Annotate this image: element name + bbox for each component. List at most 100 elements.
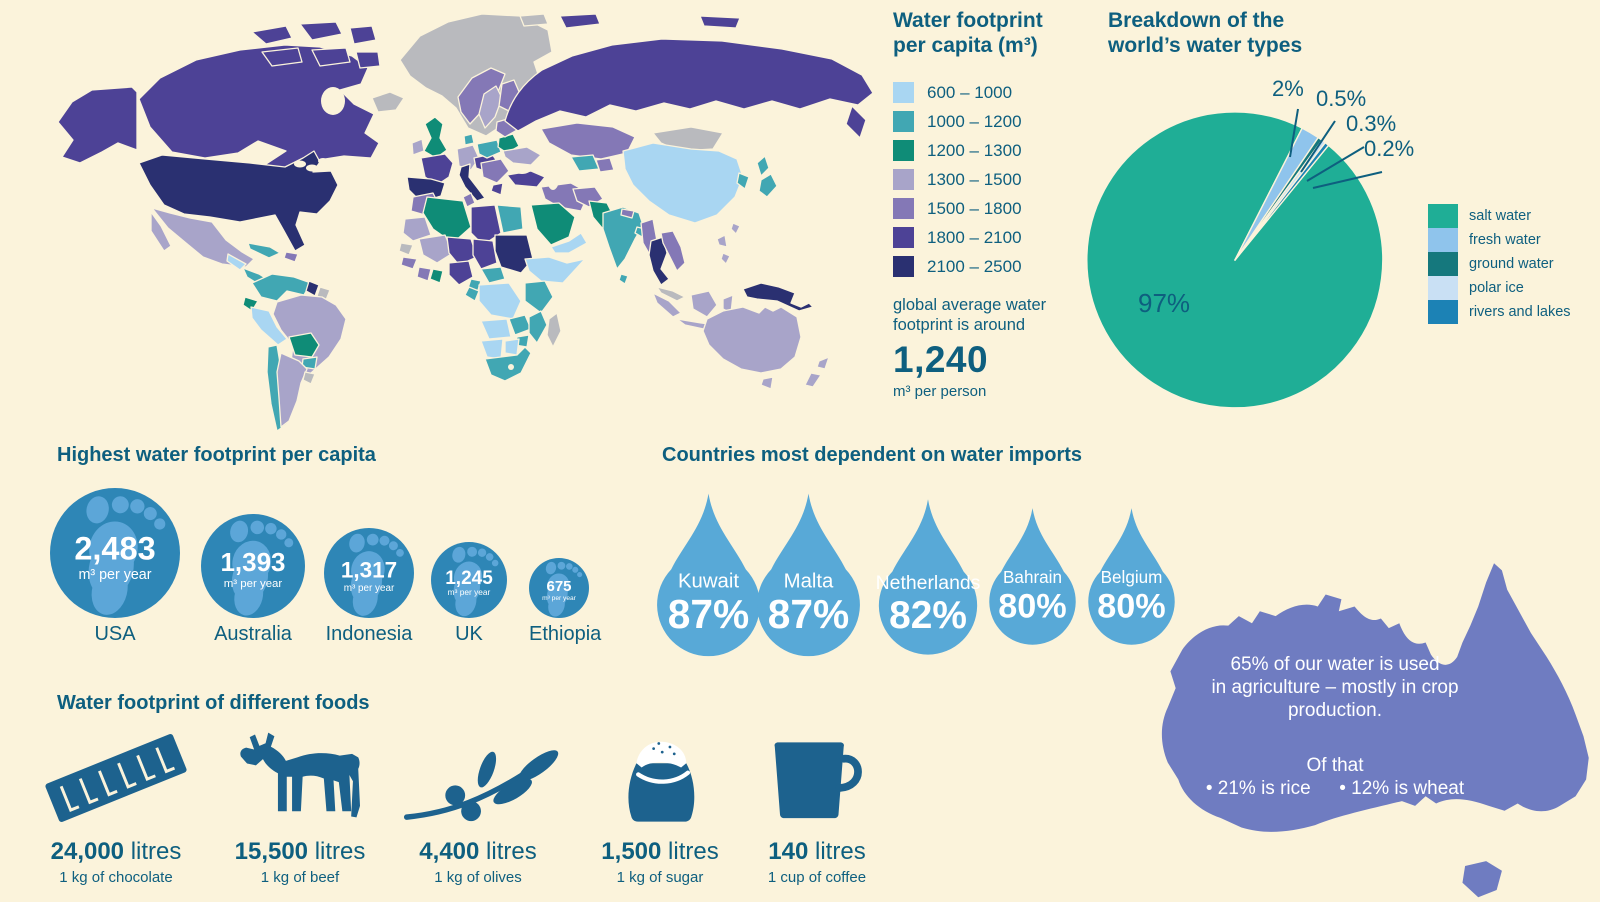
country-libya [470, 204, 502, 246]
country-philippines [720, 252, 731, 265]
country-arctic-island [299, 21, 343, 41]
legend-swatch [893, 198, 914, 219]
pie-callout-fresh-water: 2% [1272, 76, 1304, 101]
pie-legend-swatch [1428, 204, 1458, 228]
country-ukraine [502, 146, 542, 166]
country-vietnam [660, 230, 686, 272]
legend-range: 2100 – 2500 [927, 256, 1022, 276]
pie-callout-polar-ice: 0.3% [1346, 111, 1397, 136]
food-value: 24,000 litres [40, 838, 192, 866]
water-drop-icon: Belgium 80% [1088, 508, 1175, 645]
food-item-coffee: 140 litres 1 cup of coffee [742, 722, 892, 886]
food-amount: 15,500 [234, 838, 309, 865]
australia-note-main: 65% of our water is used in agriculture … [1211, 654, 1459, 721]
country-tunisia [462, 192, 476, 208]
legend-range: 600 – 1000 [927, 82, 1013, 102]
country-new-zealand [816, 356, 830, 370]
country-arctic-island [355, 51, 381, 69]
drop-percent: 87% [668, 591, 749, 637]
drop-item-kuwait: Kuwait 87% [652, 490, 765, 660]
pie-legend-row: rivers and lakes [1428, 300, 1571, 324]
food-amount: 4,400 [419, 838, 480, 865]
country-uruguay [302, 371, 316, 385]
country-sri-lanka [618, 273, 629, 285]
drop-country: Bahrain [1003, 568, 1062, 587]
country-ghana [429, 268, 444, 284]
footprint-country: USA [94, 623, 136, 645]
footprint-unit: m³ per year [344, 583, 395, 594]
country-horn-of-africa [524, 256, 586, 284]
country-arctic-island [311, 47, 351, 67]
pie-legend: salt water fresh water ground water pola… [1428, 204, 1571, 324]
country-peru [250, 306, 288, 346]
legend-swatch [893, 227, 914, 248]
legend-row: 600 – 1000 [893, 78, 1128, 107]
country-italy [458, 163, 486, 202]
footprint-unit: m³ per year [78, 567, 151, 583]
footprint-circle: 1,245 m³ per year [431, 542, 507, 618]
country-australia [702, 306, 802, 374]
country-tasmania [760, 376, 774, 390]
foods-section-title: Water footprint of different foods [57, 692, 370, 714]
country-algeria [422, 196, 472, 244]
global-average-value: 1,240 [893, 339, 989, 380]
footprint-value: 1,317 [341, 558, 397, 583]
country-central-african-republic [480, 266, 506, 284]
country-svalbard [519, 13, 549, 27]
food-label: 1 kg of beef [260, 869, 340, 886]
country-mozambique [528, 310, 548, 344]
food-unit: litres [130, 838, 182, 865]
country-canada [138, 44, 380, 174]
map-legend-title: Water footprint per capita (m³) [893, 9, 1043, 57]
country-philippines [716, 234, 728, 248]
country-kenya-tanzania [524, 280, 554, 314]
legend-range: 1300 – 1500 [927, 169, 1022, 189]
pie-legend-swatch [1428, 228, 1458, 252]
country-japan [756, 155, 770, 177]
inland-water [294, 87, 559, 370]
country-greece [490, 182, 504, 196]
pie-legend-swatch [1428, 252, 1458, 276]
footprint-value: 2,483 [74, 531, 155, 567]
water-drop-icon: Kuwait 87% [657, 493, 760, 657]
country-gabon [464, 286, 480, 302]
country-senegal [398, 242, 414, 256]
olive-branch-icon [398, 722, 558, 830]
country-sudan [494, 234, 534, 274]
country-arctic-island [261, 47, 303, 67]
country-balkans [480, 158, 510, 184]
drop-country: Belgium [1101, 568, 1163, 587]
footprint-item-indonesia: 1,317 m³ per year Indonesia [324, 528, 414, 646]
pie-legend-label: polar ice [1469, 280, 1524, 296]
country-uk [423, 116, 448, 159]
pie-legend-row: fresh water [1428, 228, 1571, 252]
footprint-country: Ethiopia [529, 623, 602, 645]
legend-row: 2100 – 2500 [893, 252, 1128, 281]
legend-row: 1000 – 1200 [893, 107, 1128, 136]
footprint-country: UK [455, 623, 483, 645]
food-value: 1,500 litres [585, 838, 735, 866]
country-ivory-coast [416, 266, 432, 282]
footprint-circle: 2,483 m³ per year [50, 488, 180, 618]
footprint-unit: m³ per year [542, 595, 577, 602]
country-sweden [478, 85, 503, 129]
country-zambia [508, 314, 532, 336]
legend-range: 1500 – 1800 [927, 198, 1022, 218]
country-drc [478, 282, 522, 320]
legend-swatch [893, 82, 914, 103]
footprint-circle: 1,317 m³ per year [324, 528, 414, 618]
footprint-unit: m³ per year [224, 578, 283, 590]
food-amount: 140 [768, 838, 809, 865]
food-label: 1 kg of sugar [616, 869, 704, 886]
country-borneo [690, 290, 718, 318]
australia-note-detail: Of that • 21% is rice • 12% is wheat [1205, 755, 1465, 799]
legend-swatch [893, 169, 914, 190]
footprint-country: Australia [214, 623, 292, 645]
drop-country: Malta [784, 570, 834, 592]
food-unit: litres [486, 838, 537, 865]
drop-percent: 80% [1097, 587, 1165, 625]
water-drop-icon: Malta 87% [757, 493, 860, 657]
country-guyana [305, 280, 320, 297]
country-yemen-oman [550, 232, 588, 254]
country-russia [504, 38, 874, 132]
